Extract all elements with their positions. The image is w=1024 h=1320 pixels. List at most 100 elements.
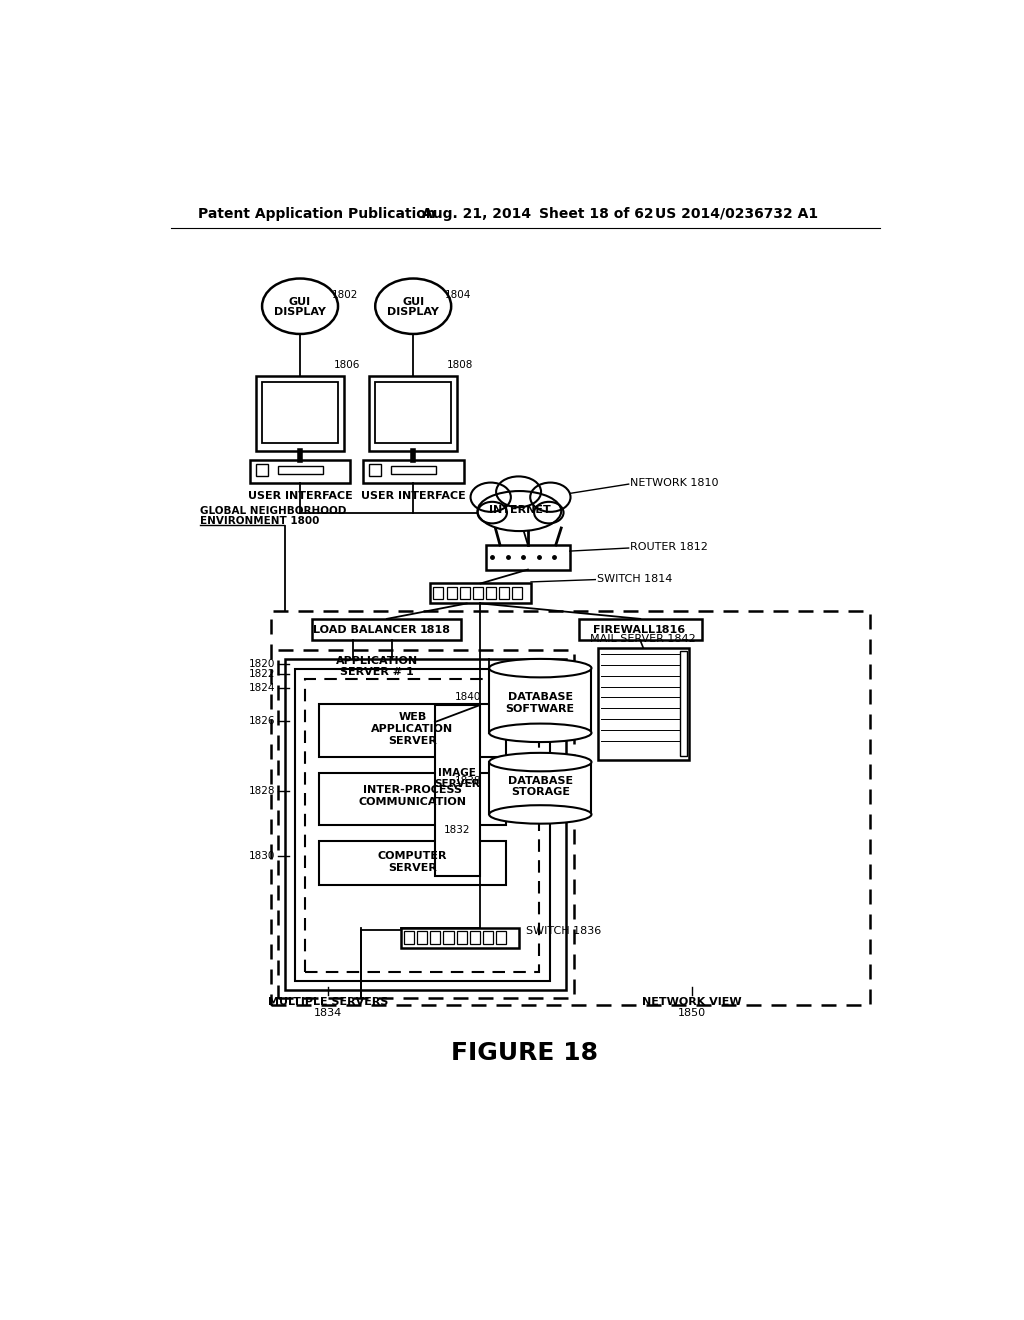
Text: COMMUNICATION: COMMUNICATION: [358, 797, 466, 807]
Text: ENVIRONMENT 1800: ENVIRONMENT 1800: [200, 516, 319, 527]
Text: 1806: 1806: [334, 360, 359, 370]
Bar: [430, 932, 440, 944]
Text: 1828: 1828: [249, 787, 275, 796]
Text: 1850: 1850: [678, 1008, 707, 1018]
Bar: [470, 932, 480, 944]
Bar: [680, 651, 687, 756]
Text: APPLICATION: APPLICATION: [336, 656, 418, 667]
Bar: [312, 619, 461, 640]
Bar: [443, 932, 454, 944]
Text: 1818: 1818: [420, 624, 451, 635]
Ellipse shape: [535, 502, 563, 524]
Bar: [486, 545, 569, 570]
Text: 1816: 1816: [655, 624, 686, 635]
Text: 1838: 1838: [455, 776, 481, 785]
Text: 1820: 1820: [249, 659, 275, 668]
Text: LOAD BALANCER: LOAD BALANCER: [313, 624, 417, 635]
Text: ROUTER 1812: ROUTER 1812: [630, 543, 708, 552]
Text: SERVER: SERVER: [434, 779, 480, 789]
Text: DISPLAY: DISPLAY: [387, 308, 439, 317]
Text: SERVER # 1: SERVER # 1: [340, 667, 414, 677]
Bar: [369, 465, 381, 477]
Text: WEB: WEB: [398, 713, 427, 722]
Bar: [512, 586, 522, 599]
Text: MULTIPLE SERVERS: MULTIPLE SERVERS: [267, 998, 388, 1007]
Text: Aug. 21, 2014: Aug. 21, 2014: [423, 207, 531, 220]
Bar: [250, 461, 350, 483]
Bar: [435, 705, 480, 876]
Text: GUI: GUI: [289, 297, 311, 306]
Text: SOFTWARE: SOFTWARE: [506, 704, 574, 714]
Text: 1824: 1824: [249, 684, 275, 693]
Ellipse shape: [489, 659, 592, 677]
Bar: [318, 704, 506, 758]
Text: INTER-PROCESS: INTER-PROCESS: [362, 785, 462, 795]
Bar: [460, 586, 470, 599]
Bar: [417, 932, 427, 944]
Text: NETWORK VIEW: NETWORK VIEW: [642, 998, 742, 1007]
Text: GLOBAL NEIGHBORHOOD: GLOBAL NEIGHBORHOOD: [200, 506, 346, 516]
Ellipse shape: [489, 723, 592, 742]
Text: US 2014/0236732 A1: US 2014/0236732 A1: [655, 207, 818, 220]
Text: DATABASE: DATABASE: [508, 693, 572, 702]
Bar: [400, 928, 518, 949]
Bar: [457, 932, 467, 944]
Bar: [430, 583, 531, 603]
Text: DISPLAY: DISPLAY: [274, 308, 326, 317]
Text: GUI: GUI: [402, 297, 424, 306]
Bar: [433, 586, 443, 599]
Bar: [256, 465, 267, 477]
Text: DATABASE: DATABASE: [508, 776, 572, 785]
Bar: [446, 586, 457, 599]
Bar: [256, 375, 344, 451]
Text: SWITCH 1836: SWITCH 1836: [526, 925, 602, 936]
Bar: [262, 381, 338, 444]
Bar: [598, 648, 689, 760]
Bar: [278, 649, 573, 998]
Ellipse shape: [489, 752, 592, 771]
Ellipse shape: [471, 483, 511, 512]
Text: 1822: 1822: [249, 669, 275, 680]
Bar: [362, 461, 464, 483]
Text: FIGURE 18: FIGURE 18: [452, 1041, 598, 1065]
Ellipse shape: [496, 477, 541, 507]
Bar: [403, 932, 414, 944]
Text: COMPUTER: COMPUTER: [378, 851, 447, 861]
Ellipse shape: [530, 483, 570, 512]
Text: STORAGE: STORAGE: [511, 787, 569, 797]
Text: SWITCH 1814: SWITCH 1814: [597, 574, 672, 583]
Bar: [486, 586, 496, 599]
Text: SERVER: SERVER: [388, 735, 437, 746]
Ellipse shape: [477, 491, 561, 531]
Text: 1832: 1832: [444, 825, 471, 834]
Text: USER INTERFACE: USER INTERFACE: [248, 491, 352, 500]
Ellipse shape: [262, 279, 338, 334]
Text: 1834: 1834: [313, 1008, 342, 1018]
Text: 1826: 1826: [249, 715, 275, 726]
Bar: [318, 774, 506, 825]
Text: INTERNET: INTERNET: [488, 506, 550, 515]
Bar: [489, 668, 592, 733]
Bar: [295, 669, 550, 981]
Bar: [579, 619, 701, 640]
Bar: [496, 932, 506, 944]
Bar: [375, 381, 452, 444]
Text: 1804: 1804: [445, 289, 471, 300]
Bar: [271, 611, 869, 1006]
Bar: [278, 466, 323, 474]
Ellipse shape: [375, 279, 452, 334]
Text: SERVER: SERVER: [388, 863, 437, 874]
Text: 1840: 1840: [455, 693, 481, 702]
Bar: [286, 659, 566, 990]
Bar: [489, 762, 592, 814]
Ellipse shape: [477, 502, 507, 524]
Text: NETWORK 1810: NETWORK 1810: [630, 478, 719, 488]
Text: 1802: 1802: [332, 289, 358, 300]
Ellipse shape: [489, 805, 592, 824]
Bar: [318, 841, 506, 886]
Bar: [391, 466, 435, 474]
Text: IMAGE: IMAGE: [438, 768, 476, 777]
Bar: [369, 375, 458, 451]
Text: APPLICATION: APPLICATION: [372, 723, 454, 734]
Bar: [483, 932, 493, 944]
